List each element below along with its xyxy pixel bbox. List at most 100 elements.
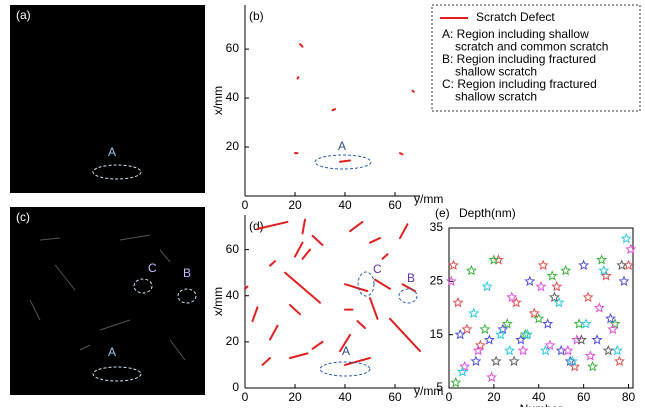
scratch-segment <box>399 152 404 156</box>
scratch-segment <box>301 248 311 260</box>
star-point <box>544 339 556 351</box>
scratch-segment <box>331 108 336 112</box>
scratch-segment <box>251 306 259 323</box>
star-point <box>445 275 457 287</box>
region-ellipse <box>357 271 375 297</box>
x-axis-label: y/mm <box>414 192 443 206</box>
region-label: C <box>373 262 382 276</box>
scratch-segment <box>289 352 309 360</box>
scratch-segment <box>369 297 379 320</box>
y-axis-label: x/mm <box>211 86 225 115</box>
legend-note: scratch and common scratch <box>455 40 608 54</box>
star-point <box>616 259 628 271</box>
y-tick-label: 35 <box>430 220 444 234</box>
scratch-segment <box>369 237 381 244</box>
legend-note: shallow scratch <box>455 90 537 104</box>
y-tick-label: 20 <box>226 139 240 153</box>
scratch-segment <box>374 278 391 290</box>
star-point <box>537 259 549 271</box>
chart-title: Depth(nm) <box>459 206 516 220</box>
x-tick-label: 40 <box>532 390 546 404</box>
star-point <box>528 307 540 319</box>
star-point <box>591 334 603 345</box>
star-point <box>510 296 522 308</box>
star-point <box>470 355 482 367</box>
region-label: A <box>342 344 350 358</box>
scratch-segment <box>399 223 409 240</box>
scratch-segment <box>339 159 351 163</box>
star-point <box>546 270 558 281</box>
star-point <box>551 280 563 292</box>
star-point <box>474 339 486 351</box>
x-tick-label: 0 <box>242 198 249 212</box>
star-point <box>542 318 554 329</box>
star-point <box>524 275 536 287</box>
panel-label: (d) <box>249 219 264 233</box>
region-ellipse <box>92 366 142 382</box>
region-ellipse <box>177 288 197 304</box>
scratch-segment <box>269 324 279 341</box>
region-ellipse <box>398 288 418 304</box>
star-point <box>584 350 596 361</box>
star-point <box>562 344 574 356</box>
star-point <box>488 254 500 265</box>
region-label: B <box>183 266 191 280</box>
star-point <box>596 254 608 265</box>
star-point <box>456 366 468 377</box>
star-point <box>548 291 560 303</box>
scratch-segment <box>284 271 321 304</box>
star-point <box>553 296 565 308</box>
star-point <box>600 270 612 281</box>
star-point <box>495 328 507 340</box>
region-label: A <box>338 139 346 153</box>
star-point <box>447 259 460 271</box>
star-point <box>454 328 466 340</box>
scratch-segment <box>339 333 351 353</box>
star-point <box>609 318 621 329</box>
scratch-segment <box>344 283 369 293</box>
star-point <box>535 280 547 292</box>
x-axis-label: Number <box>520 402 563 407</box>
region-ellipse <box>319 361 371 377</box>
star-point <box>587 360 599 372</box>
x-tick-label: 20 <box>288 390 302 404</box>
x-tick-label: 60 <box>388 198 402 212</box>
region-ellipse <box>314 154 372 170</box>
x-tick-label: 80 <box>622 390 636 404</box>
star-point <box>515 334 527 345</box>
star-point <box>479 323 491 335</box>
star-point <box>517 344 529 356</box>
x-tick-label: 60 <box>577 390 591 404</box>
star-point <box>450 376 462 388</box>
region-label: C <box>148 261 157 275</box>
scratch-segment <box>296 76 300 80</box>
x-tick-label: 40 <box>338 390 352 404</box>
scratch-segment <box>244 285 249 290</box>
star-point <box>607 323 619 335</box>
panel-label: (a) <box>16 8 31 22</box>
star-point <box>560 264 572 276</box>
scratch-segment <box>299 43 304 48</box>
y-tick-label: 60 <box>226 41 240 55</box>
scratch-segment <box>294 241 304 258</box>
star-point <box>580 318 592 329</box>
region-ellipse <box>92 164 142 180</box>
scratch-segment <box>269 260 276 267</box>
legend-note: C: Region including fractured <box>442 77 597 91</box>
scratch-segment <box>289 303 301 316</box>
star-point <box>486 371 498 383</box>
scratch-segment <box>311 234 324 246</box>
star-point <box>539 344 552 356</box>
scratch-segment <box>349 220 364 233</box>
region-label: B <box>407 271 415 285</box>
star-point <box>504 344 516 356</box>
x-tick-label: 20 <box>487 390 501 404</box>
image-c <box>10 207 205 395</box>
faint-scratches <box>29 234 186 361</box>
y-tick-label: 20 <box>226 334 240 348</box>
star-point <box>618 275 630 287</box>
scratch-segment <box>356 320 366 330</box>
star-point <box>506 291 518 303</box>
star-point <box>620 232 632 244</box>
